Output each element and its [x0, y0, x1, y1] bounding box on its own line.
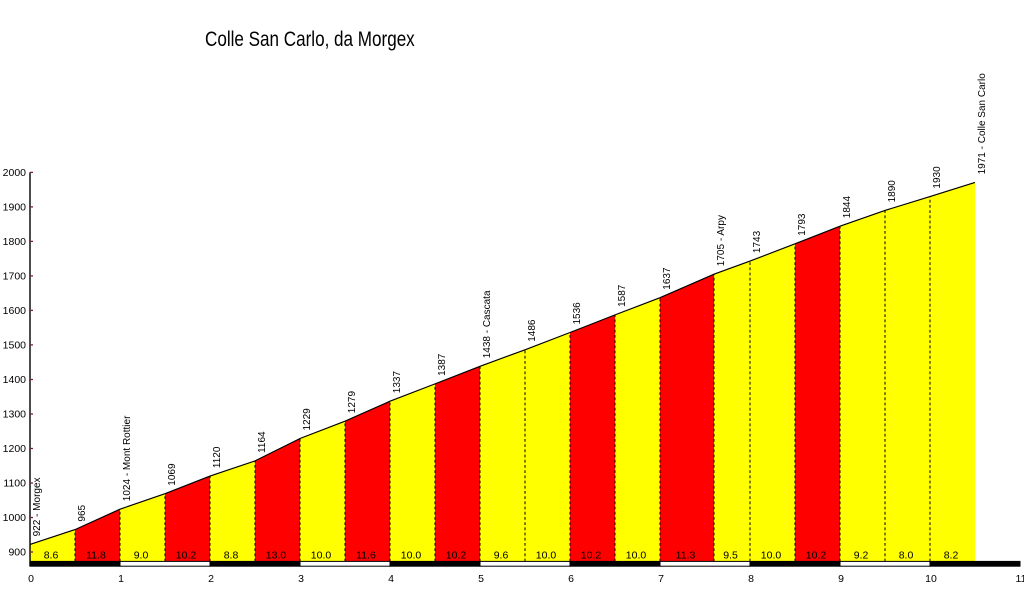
svg-text:1229: 1229 — [302, 408, 313, 431]
svg-text:7: 7 — [658, 573, 664, 585]
svg-text:1069: 1069 — [167, 463, 178, 486]
svg-text:965: 965 — [77, 504, 88, 521]
svg-text:1486: 1486 — [527, 319, 538, 342]
svg-text:1844: 1844 — [842, 196, 853, 219]
svg-text:9: 9 — [838, 573, 844, 585]
svg-text:1800: 1800 — [3, 236, 27, 248]
svg-text:9.5: 9.5 — [723, 550, 738, 562]
svg-text:11.6: 11.6 — [356, 550, 376, 562]
svg-text:1000: 1000 — [3, 512, 27, 524]
svg-text:1536: 1536 — [572, 302, 583, 325]
svg-text:1300: 1300 — [3, 409, 27, 421]
svg-text:2: 2 — [208, 573, 214, 585]
svg-text:11.3: 11.3 — [676, 550, 696, 562]
svg-text:4: 4 — [388, 573, 394, 585]
svg-text:13.0: 13.0 — [266, 550, 287, 562]
svg-text:1971 - Colle San Carlo: 1971 - Colle San Carlo — [977, 73, 988, 175]
svg-text:10.0: 10.0 — [761, 550, 782, 562]
svg-text:9.0: 9.0 — [134, 550, 149, 562]
svg-text:8.6: 8.6 — [44, 550, 59, 562]
svg-text:10.0: 10.0 — [536, 550, 557, 562]
svg-text:1024 - Mont Rottier: 1024 - Mont Rottier — [122, 415, 133, 501]
svg-text:1438 - Cascata: 1438 - Cascata — [482, 290, 493, 358]
svg-text:9.6: 9.6 — [494, 550, 509, 562]
svg-text:3: 3 — [298, 573, 304, 585]
svg-text:1: 1 — [118, 573, 124, 585]
svg-text:1120: 1120 — [212, 446, 223, 468]
svg-text:10.2: 10.2 — [446, 550, 467, 562]
svg-text:1337: 1337 — [392, 371, 403, 394]
svg-text:900: 900 — [8, 547, 26, 559]
svg-text:1743: 1743 — [752, 230, 763, 253]
svg-text:0: 0 — [28, 573, 34, 585]
svg-text:1930: 1930 — [932, 166, 943, 189]
svg-text:9.2: 9.2 — [854, 550, 869, 562]
svg-text:10.0: 10.0 — [311, 550, 332, 562]
svg-text:1500: 1500 — [3, 340, 27, 352]
svg-text:1705 - Arpy: 1705 - Arpy — [716, 215, 727, 266]
svg-text:2000: 2000 — [3, 167, 27, 179]
svg-text:922 - Morgex: 922 - Morgex — [32, 477, 43, 536]
svg-text:10.0: 10.0 — [401, 550, 422, 562]
svg-text:1100: 1100 — [3, 478, 26, 490]
svg-text:11: 11 — [1016, 573, 1024, 585]
svg-text:10.2: 10.2 — [806, 550, 827, 562]
svg-text:1890: 1890 — [887, 180, 898, 203]
svg-text:1279: 1279 — [347, 391, 358, 414]
svg-text:1200: 1200 — [3, 443, 27, 455]
svg-text:5: 5 — [478, 573, 484, 585]
svg-text:8.2: 8.2 — [944, 550, 959, 562]
svg-text:1164: 1164 — [257, 431, 268, 453]
svg-text:10.2: 10.2 — [581, 550, 602, 562]
svg-text:8: 8 — [748, 573, 754, 585]
svg-text:1400: 1400 — [3, 374, 27, 386]
svg-text:1600: 1600 — [3, 305, 27, 317]
svg-text:1793: 1793 — [797, 213, 808, 236]
svg-text:10: 10 — [925, 573, 937, 585]
svg-text:8.0: 8.0 — [899, 550, 914, 562]
svg-text:1387: 1387 — [437, 353, 448, 376]
svg-text:10.2: 10.2 — [176, 550, 197, 562]
svg-text:1587: 1587 — [617, 284, 628, 307]
svg-text:11.8: 11.8 — [86, 550, 106, 562]
svg-text:1637: 1637 — [662, 267, 673, 290]
svg-text:10.0: 10.0 — [626, 550, 647, 562]
svg-text:6: 6 — [568, 573, 574, 585]
svg-text:1900: 1900 — [3, 202, 27, 214]
svg-text:1700: 1700 — [3, 271, 27, 283]
svg-text:8.8: 8.8 — [224, 550, 239, 562]
